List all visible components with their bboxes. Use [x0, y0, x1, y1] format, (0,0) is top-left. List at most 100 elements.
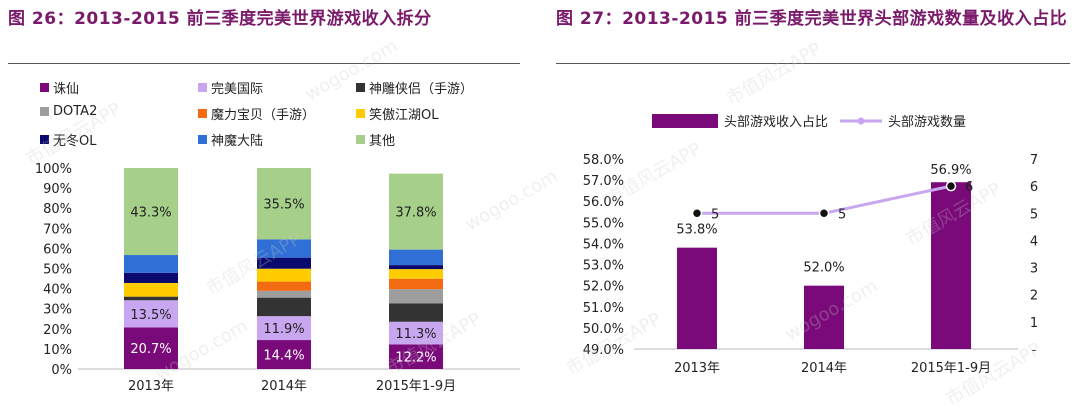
legend-line-marker — [857, 117, 865, 125]
y-left-tick-label: 53.0% — [583, 259, 624, 274]
legend-bar-swatch — [652, 114, 718, 128]
y-right-tick-label: 7 — [1030, 153, 1038, 168]
bar-segment — [257, 290, 311, 298]
bar-segment — [257, 268, 311, 282]
legend-label: 完美国际 — [211, 82, 264, 97]
bar-segment — [124, 168, 178, 256]
line-data-label: 6 — [965, 180, 973, 195]
y-tick-label: 0% — [51, 363, 72, 378]
y-tick-label: 90% — [43, 182, 72, 197]
legend-label: 神魔大陆 — [211, 134, 264, 149]
data-label: 35.5% — [263, 198, 304, 213]
bar-segment — [124, 282, 178, 297]
legend-item: DOTA2 — [40, 104, 97, 119]
y-tick-label: 20% — [43, 323, 72, 338]
bar-segment — [389, 289, 443, 304]
legend-item: 神魔大陆 — [198, 130, 263, 149]
bar — [931, 182, 971, 349]
right-title-rule — [556, 63, 1070, 64]
legend-label: 神雕侠侣（手游） — [369, 82, 474, 97]
legend-swatch — [356, 109, 365, 118]
bar-segment — [389, 344, 443, 369]
bar-segment — [124, 327, 178, 369]
bar-segment — [389, 321, 443, 345]
left-title-rule — [8, 63, 520, 64]
legend-label: 头部游戏收入占比 — [724, 115, 828, 130]
legend-item: 魔力宝贝（手游） — [198, 104, 315, 123]
y-left-tick-label: 50.0% — [583, 322, 624, 337]
data-label: 11.3% — [395, 327, 436, 342]
legend-label: 头部游戏数量 — [888, 115, 966, 130]
legend-label: DOTA2 — [53, 104, 98, 119]
y-right-tick-label: 4 — [1030, 234, 1038, 249]
right-combo-chart: 头部游戏收入占比 头部游戏数量 49.0% 50.0% 51.0% 52.0% 53.0% 5… — [583, 114, 1038, 376]
y-tick-label: 40% — [43, 283, 72, 298]
bar-segment — [257, 257, 311, 269]
x-tick-label: 2013年 — [674, 361, 720, 376]
x-tick-label: 2013年 — [128, 379, 174, 394]
data-label: 43.3% — [130, 206, 171, 221]
bar-segment — [389, 303, 443, 322]
y-tick-label: 100% — [35, 162, 72, 177]
legend-item: 笑傲江湖OL — [356, 104, 438, 123]
y-left-tick-label: 58.0% — [583, 153, 624, 168]
legend-item: 其他 — [356, 130, 395, 149]
bar-segment — [257, 316, 311, 341]
bar-segment — [389, 265, 443, 270]
bar-segment — [389, 249, 443, 266]
x-tick-label: 2014年 — [801, 361, 847, 376]
legend-swatch — [40, 107, 49, 116]
line-point — [945, 180, 957, 192]
bar-segment — [257, 340, 311, 369]
bar-data-label: 53.8% — [676, 223, 717, 238]
bar-segment — [124, 300, 178, 328]
data-label: 13.5% — [130, 308, 171, 323]
left-stacked-bar-chart: 0% 10% 20% 30% 40% 50% 60% 70% 80% 90% 100% 20.7% 13… — [35, 162, 520, 394]
y-left-tick-label: 55.0% — [583, 216, 624, 231]
legend-swatch — [356, 135, 365, 144]
legend-item: 神雕侠侣（手游） — [356, 78, 473, 97]
y-tick-label: 70% — [43, 222, 72, 237]
y-left-tick-label: 51.0% — [583, 301, 624, 316]
y-left-tick-label: 56.0% — [583, 195, 624, 210]
bar-segment — [257, 281, 311, 291]
y-right-tick-label: 6 — [1030, 180, 1038, 195]
line-data-label: 5 — [838, 207, 846, 222]
x-tick-label: 2015年1-9月 — [376, 379, 456, 394]
data-label: 12.2% — [395, 351, 436, 366]
bar-segment — [389, 269, 443, 279]
y-left-tick-label: 49.0% — [583, 343, 624, 358]
bar-segment — [257, 297, 311, 317]
legend-swatch — [40, 135, 49, 144]
legend-swatch — [198, 135, 207, 144]
y-right-tick-label: - — [1032, 343, 1037, 358]
y-tick-label: 10% — [43, 343, 72, 358]
left-chart-title: 图 26：2013-2015 前三季度完美世界游戏收入拆分 — [8, 9, 432, 29]
data-label: 37.8% — [395, 206, 436, 221]
y-right-tick-label: 2 — [1030, 289, 1038, 304]
bar-segment — [124, 296, 178, 301]
y-right-tick-label: 5 — [1030, 207, 1038, 222]
legend-label: 诛仙 — [53, 82, 80, 97]
bar-segment — [257, 239, 311, 258]
bar-segment — [389, 278, 443, 290]
y-left-tick-label: 54.0% — [583, 237, 624, 252]
legend-item: 诛仙 — [40, 78, 79, 97]
legend-label: 笑傲江湖OL — [369, 108, 439, 123]
right-chart-panel: 图 27：2013-2015 前三季度完美世界头部游戏数量及收入占比 头部游戏收… — [548, 0, 1080, 405]
x-tick-label: 2015年1-9月 — [911, 361, 991, 376]
bar-data-label: 52.0% — [803, 261, 844, 276]
bar — [804, 285, 844, 349]
legend-swatch — [40, 83, 49, 92]
data-label: 14.4% — [263, 349, 304, 364]
bar — [677, 247, 717, 349]
right-chart-title: 图 27：2013-2015 前三季度完美世界头部游戏数量及收入占比 — [556, 9, 1068, 29]
bar-data-label: 56.9% — [930, 163, 971, 178]
left-chart-panel: 图 26：2013-2015 前三季度完美世界游戏收入拆分 诛仙 完美国际 神雕侠侣… — [0, 0, 530, 405]
y-tick-label: 50% — [43, 263, 72, 278]
bar-segment — [389, 173, 443, 250]
y-left-tick-label: 52.0% — [583, 280, 624, 295]
line-data-label: 5 — [711, 207, 719, 222]
legend-label: 其他 — [369, 134, 396, 149]
y-right-tick-label: 1 — [1030, 316, 1038, 331]
